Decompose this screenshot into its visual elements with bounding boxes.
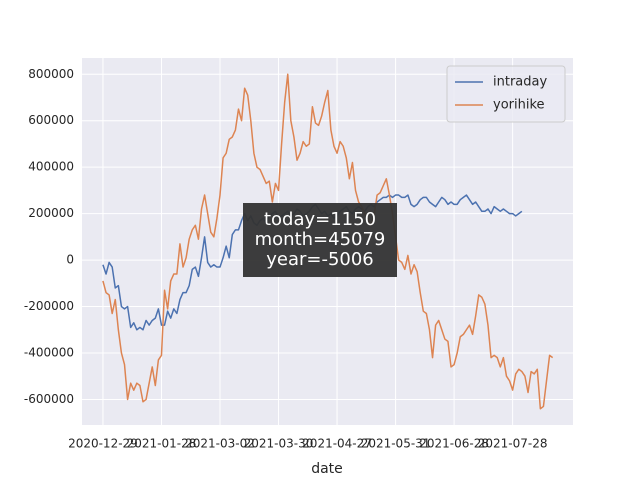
x-tick-label: 2021-01-28 [127,437,197,451]
legend-label: intraday [493,75,547,90]
x-tick-label: 2021-06-28 [419,437,489,451]
legend-label: yorihike [493,98,545,113]
x-tick-label: 2021-03-02 [185,437,255,451]
annotation-text: today=1150 [264,209,376,230]
y-tick-label: 200000 [28,206,74,220]
x-tick-label: 2021-07-28 [478,437,548,451]
x-axis-label: date [311,461,343,477]
series-line [102,73,554,410]
x-tick-label: 2020-12-29 [68,437,138,451]
annotation-text: year=-5006 [266,249,374,270]
y-tick-label: 0 [66,253,74,267]
y-tick-label: -400000 [24,345,74,359]
y-tick-label: 400000 [28,160,74,174]
y-tick-label: 600000 [28,113,74,127]
legend: intraday yorihike [446,65,566,123]
x-tick-label: 2021-04-27 [302,437,372,451]
y-tick-label: 800000 [28,67,74,81]
x-tick-label: 2021-05-31 [361,437,431,451]
y-tick-label: -200000 [24,299,74,313]
y-tick-label: -600000 [24,392,74,406]
annotation-box [243,203,397,277]
annotation-text: month=45079 [255,229,386,250]
labels: -600000 -400000 -200000 0 200000 400000 600000… [24,67,548,451]
x-tick-label: 2021-03-30 [244,437,314,451]
legend-box [446,65,566,123]
